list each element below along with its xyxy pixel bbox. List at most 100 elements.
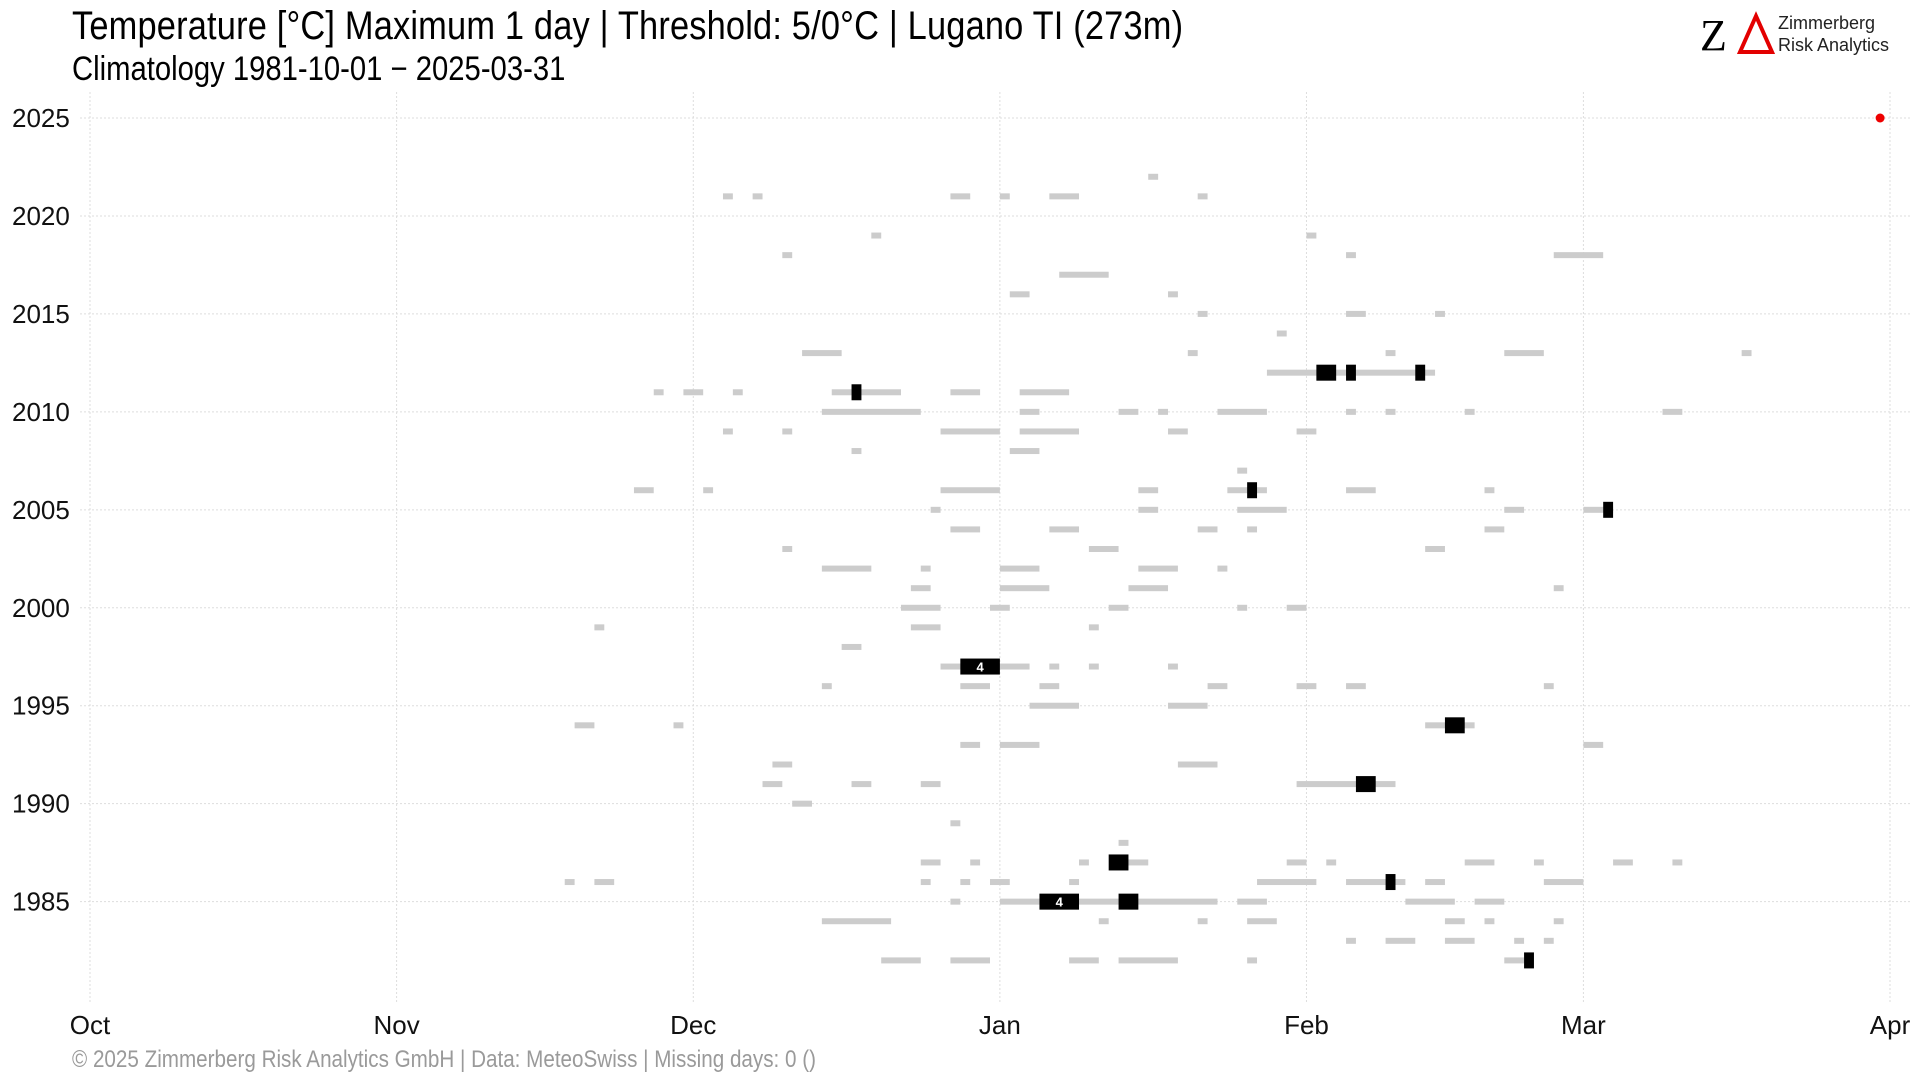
event-bar-light (782, 428, 793, 435)
event-bar-light (653, 389, 664, 396)
event-bar-strong (1385, 874, 1396, 891)
event-bar-light (1059, 271, 1109, 278)
event-bar-light (950, 957, 990, 964)
event-bar-light (1168, 663, 1178, 670)
event-bar-light (1425, 546, 1445, 552)
event-bar-strong (1444, 717, 1465, 734)
event-bar-light (1237, 506, 1287, 513)
event-bar-light (1029, 702, 1080, 709)
event-bar-light (752, 193, 763, 200)
logo-text: Zimmerberg Risk Analytics (1778, 12, 1889, 56)
event-bar-light (1553, 252, 1604, 259)
event-bar-light (1207, 683, 1228, 690)
event-bar-light (950, 193, 971, 200)
event-bar-light (1217, 408, 1267, 415)
x-tick-label: Jan (979, 1010, 1021, 1040)
event-bar-light (1257, 879, 1317, 886)
event-bar-strong (851, 384, 862, 401)
event-bar-light (1464, 408, 1475, 415)
event-bar-light (1514, 937, 1525, 944)
event-bar-light (1346, 683, 1366, 690)
event-bar-light (871, 232, 882, 239)
event-bar-light (1088, 663, 1099, 670)
event-bar-light (999, 898, 1218, 905)
y-tick-label: 2020 (12, 201, 70, 231)
event-bar-light (1346, 937, 1356, 944)
event-bar-light (920, 879, 931, 886)
event-bar-light (1118, 839, 1129, 846)
event-bar-light (881, 957, 921, 964)
logo-line-2: Risk Analytics (1778, 35, 1890, 55)
event-bar-light (1118, 859, 1149, 866)
event-bar-light (1464, 859, 1495, 866)
event-bar-light (802, 350, 842, 357)
event-bar-light (1504, 350, 1544, 357)
event-bar-light (1079, 859, 1089, 866)
event-bar-light (1197, 918, 1208, 925)
event-bar-light (990, 604, 1010, 611)
event-bar-light (722, 193, 733, 200)
event-bar-strong (960, 658, 1000, 675)
event-bar-light (772, 761, 793, 768)
event-bar-light (1296, 781, 1396, 788)
y-tick-label: 2000 (12, 593, 70, 623)
event-bar-light (1484, 487, 1495, 494)
event-bar-light (1019, 389, 1070, 396)
event-bar-light (930, 506, 941, 513)
event-bar-light (990, 879, 1010, 886)
event-bar-light (999, 565, 1040, 572)
event-bar-light (1237, 898, 1267, 905)
event-bar-light (1197, 526, 1218, 533)
event-bar-light (1177, 761, 1218, 768)
event-bar-light (821, 918, 892, 925)
event-bar-light (1306, 232, 1317, 239)
logo-delta-glyph (1736, 11, 1776, 54)
y-tick-label: 2010 (12, 397, 70, 427)
event-bar-light (999, 741, 1040, 748)
y-tick-label: 2005 (12, 495, 70, 525)
event-bar-light (1009, 448, 1040, 455)
event-bar-light (1069, 879, 1080, 886)
event-bar-light (1049, 663, 1060, 670)
event-bar-light (1662, 408, 1683, 415)
event-bar-light (1039, 683, 1060, 690)
logo-line-1: Zimmerberg (1778, 13, 1876, 33)
event-bar-light (851, 448, 862, 455)
event-bar-light (1088, 624, 1099, 631)
event-bar-light (910, 585, 931, 592)
event-bar-light (1168, 428, 1188, 435)
event-bar-light (970, 859, 981, 866)
event-bar-light (1128, 585, 1169, 592)
event-bar-light (1484, 918, 1495, 925)
event-bar-light (950, 389, 981, 396)
event-bar-light (1069, 957, 1099, 964)
event-bar-light (960, 683, 990, 690)
event-bar-light (1247, 526, 1258, 533)
event-bar-light (762, 781, 783, 788)
event-bar-light (1168, 291, 1178, 298)
event-bar-light (920, 565, 931, 572)
y-tick-label: 1990 (12, 789, 70, 819)
event-bar-strong (1316, 364, 1337, 381)
event-bar-light (1613, 859, 1633, 866)
event-bar-light (821, 683, 832, 690)
x-tick-label: Apr (1870, 1010, 1911, 1040)
event-bar-light (1553, 585, 1564, 592)
event-bar-strong (1039, 893, 1080, 910)
event-bar-light (1435, 310, 1445, 317)
event-bar-light (792, 800, 812, 807)
event-bar-light (633, 487, 654, 494)
chart-subtitle: Climatology 1981-10-01 − 2025-03-31 (72, 50, 566, 88)
x-tick-label: Nov (373, 1010, 419, 1040)
event-bar-light (1326, 859, 1337, 866)
event-bar-light (851, 781, 872, 788)
event-bar-light (841, 643, 862, 650)
event-bar-light (1237, 467, 1248, 474)
event-bar-label: 4 (1056, 895, 1064, 910)
event-bar-light (920, 781, 941, 788)
event-bar-light (782, 546, 793, 552)
event-bar-light (999, 193, 1010, 200)
event-bar-strong (1355, 776, 1376, 793)
event-bar-light (1138, 487, 1159, 494)
event-bar-light (1553, 918, 1564, 925)
